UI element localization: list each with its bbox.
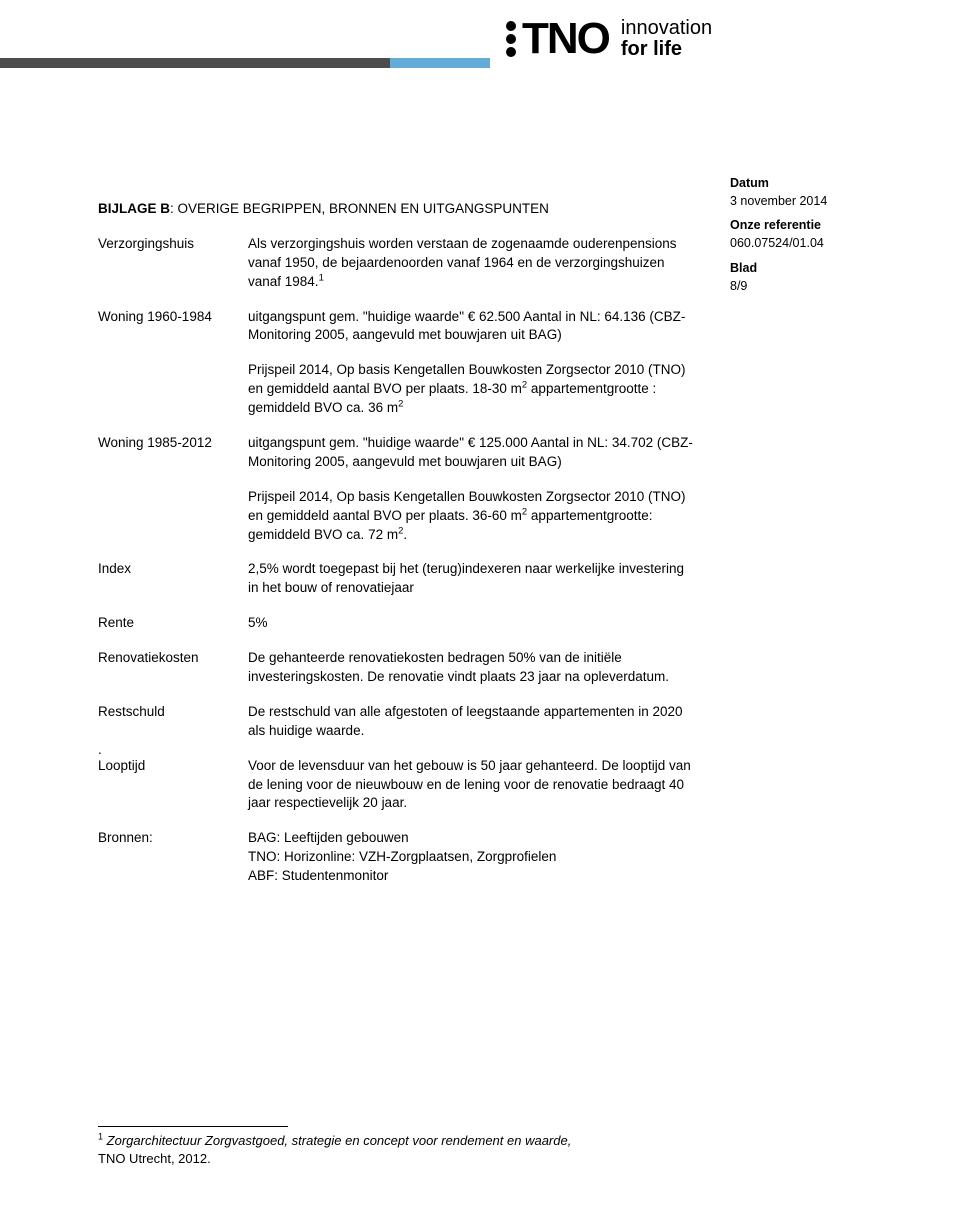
footnote-italic: Zorgarchitectuur Zorgvastgoed, strategie… xyxy=(103,1133,571,1148)
heading-rest: : OVERIGE BEGRIPPEN, BRONNEN EN UITGANGS… xyxy=(170,201,549,216)
entry-index: Index 2,5% wordt toegepast bij het (teru… xyxy=(98,560,698,598)
term-index: Index xyxy=(98,560,248,598)
document-meta: Datum 3 november 2014 Onze referentie 06… xyxy=(730,174,827,295)
meta-reference-value: 060.07524/01.04 xyxy=(730,234,827,252)
stray-period: . xyxy=(98,742,102,757)
entry-bronnen: Bronnen: BAG: Leeftijden gebouwen TNO: H… xyxy=(98,829,698,886)
footnote-separator xyxy=(98,1126,288,1127)
header-bar-blue xyxy=(390,58,490,68)
tno-logo: TNO innovation for life xyxy=(506,14,712,64)
term-renovatie: Renovatiekosten xyxy=(98,649,248,687)
def-looptijd: Voor de levensduur van het gebouw is 50 … xyxy=(248,757,698,814)
term-verzorgingshuis: Verzorgingshuis xyxy=(98,235,248,292)
def-verzorgingshuis: Als verzorgingshuis worden verstaan de z… xyxy=(248,235,698,292)
term-restschuld: Restschuld xyxy=(98,703,248,741)
header-bar-grey xyxy=(0,58,390,68)
entry-woning-1960-1984: Woning 1960-1984 uitgangspunt gem. "huid… xyxy=(98,308,698,418)
main-content: BIJLAGE B: OVERIGE BEGRIPPEN, BRONNEN EN… xyxy=(98,200,698,902)
def-renovatie: De gehanteerde renovatiekosten bedragen … xyxy=(248,649,698,687)
def-rente: 5% xyxy=(248,614,698,633)
term-rente: Rente xyxy=(98,614,248,633)
woning1-p2: Prijspeil 2014, Op basis Kengetallen Bou… xyxy=(248,361,698,418)
footnote-1: 1 Zorgarchitectuur Zorgvastgoed, strateg… xyxy=(98,1132,678,1168)
meta-date-label: Datum xyxy=(730,174,827,192)
entry-looptijd: Looptijd Voor de levensduur van het gebo… xyxy=(98,757,698,814)
meta-page-value: 8/9 xyxy=(730,277,827,295)
logo-tagline-line2: for life xyxy=(621,39,712,60)
def-woning2: uitgangspunt gem. "huidige waarde" € 125… xyxy=(248,434,698,544)
entry-rente: Rente 5% xyxy=(98,614,698,633)
header-bar xyxy=(0,58,490,68)
woning2-p1: uitgangspunt gem. "huidige waarde" € 125… xyxy=(248,434,698,472)
term-bronnen: Bronnen: xyxy=(98,829,248,886)
logo-tagline: innovation for life xyxy=(621,18,712,60)
woning2-p2: Prijspeil 2014, Op basis Kengetallen Bou… xyxy=(248,488,698,545)
def-bronnen: BAG: Leeftijden gebouwen TNO: Horizonlin… xyxy=(248,829,698,886)
def-restschuld: De restschuld van alle afgestoten of lee… xyxy=(248,703,698,741)
entry-woning-1985-2012: Woning 1985-2012 uitgangspunt gem. "huid… xyxy=(98,434,698,544)
term-looptijd: Looptijd xyxy=(98,757,248,814)
footnote-ref-1: 1 xyxy=(319,272,324,283)
entry-restschuld: Restschuld De restschuld van alle afgest… xyxy=(98,703,698,741)
logo-tagline-line1: innovation xyxy=(621,17,712,39)
logo-dots-icon xyxy=(506,21,516,57)
entry-renovatiekosten: Renovatiekosten De gehanteerde renovatie… xyxy=(98,649,698,687)
section-heading: BIJLAGE B: OVERIGE BEGRIPPEN, BRONNEN EN… xyxy=(98,200,698,219)
heading-prefix: BIJLAGE B xyxy=(98,201,170,216)
def-index: 2,5% wordt toegepast bij het (terug)inde… xyxy=(248,560,698,598)
term-woning1: Woning 1960-1984 xyxy=(98,308,248,418)
def-woning1: uitgangspunt gem. "huidige waarde" € 62.… xyxy=(248,308,698,418)
woning1-p1: uitgangspunt gem. "huidige waarde" € 62.… xyxy=(248,308,698,346)
entry-verzorgingshuis: Verzorgingshuis Als verzorgingshuis word… xyxy=(98,235,698,292)
meta-date-value: 3 november 2014 xyxy=(730,192,827,210)
meta-page-label: Blad xyxy=(730,259,827,277)
meta-reference-label: Onze referentie xyxy=(730,216,827,234)
footnote-tail: TNO Utrecht, 2012. xyxy=(98,1151,211,1166)
logo-wordmark: TNO xyxy=(522,14,609,64)
term-woning2: Woning 1985-2012 xyxy=(98,434,248,544)
